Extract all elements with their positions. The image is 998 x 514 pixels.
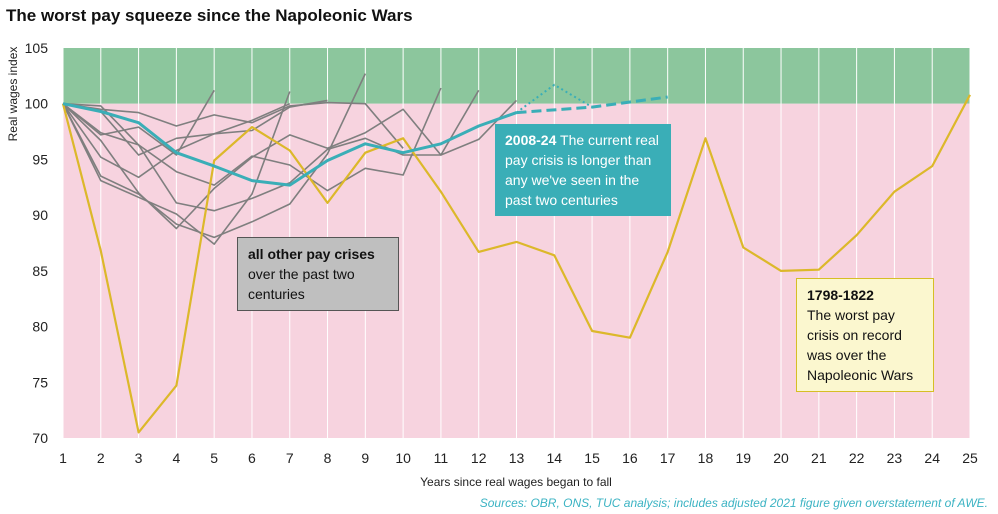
- series-line-current-alternative: [515, 83, 593, 114]
- x-tick-label: 2: [97, 450, 105, 466]
- x-tick-label: 9: [361, 450, 369, 466]
- annotation-napoleonic: 1798-1822 The worst pay crisis on record…: [796, 278, 934, 392]
- x-tick-label: 25: [962, 450, 978, 466]
- y-tick-labels: 70 75 80 85 90 95 100 105: [25, 40, 49, 446]
- y-tick-label: 90: [32, 207, 48, 223]
- annotation-current-text: The current real pay crisis is longer th…: [505, 132, 659, 208]
- series-line-other-crisis: [62, 89, 480, 230]
- x-tick-label: 22: [849, 450, 865, 466]
- series-line-other-crisis: [62, 99, 518, 212]
- annotation-current-title: 2008-24: [505, 132, 557, 148]
- x-tick-label: 10: [395, 450, 411, 466]
- x-tick-label: 23: [887, 450, 903, 466]
- x-tick-label: 5: [210, 450, 218, 466]
- x-tick-label: 17: [660, 450, 676, 466]
- x-tick-label: 24: [924, 450, 940, 466]
- x-tick-label: 16: [622, 450, 638, 466]
- series-line-other-crisis: [62, 99, 328, 179]
- y-tick-label: 70: [32, 430, 48, 446]
- annotation-other-crises: all other pay crises over the past two c…: [237, 237, 399, 311]
- series-line-other-crisis: [62, 73, 367, 239]
- series-line-other-crisis: [62, 87, 442, 192]
- y-tick-label: 105: [25, 40, 49, 56]
- x-tick-label: 8: [324, 450, 332, 466]
- x-tick-label: 4: [172, 450, 180, 466]
- y-tick-label: 100: [25, 96, 49, 112]
- x-tick-label: 12: [471, 450, 487, 466]
- x-tick-labels: 1 2 3 4 5 6 7 8 9 10 11 12 13 14 15 16 17 18 19 20 21 22 23 24 2…: [59, 450, 978, 466]
- y-tick-label: 80: [32, 319, 48, 335]
- x-tick-label: 21: [811, 450, 827, 466]
- series-line-current-crisis: [62, 102, 518, 187]
- x-tick-label: 3: [135, 450, 143, 466]
- series-line-napoleonic: [61, 94, 971, 434]
- source-note: Sources: OBR, ONS, TUC analysis; include…: [479, 496, 988, 510]
- annotation-napoleonic-title: 1798-1822: [807, 287, 874, 303]
- series-line-other-crisis: [62, 89, 215, 156]
- series-line-other-crisis: [62, 91, 291, 245]
- x-tick-label: 1: [59, 450, 67, 466]
- series-layer: [61, 73, 971, 434]
- x-tick-label: 15: [584, 450, 600, 466]
- annotation-napoleonic-text: The worst pay crisis on record was over …: [807, 307, 914, 383]
- annotation-current-crisis: 2008-24 The current real pay crisis is l…: [495, 124, 671, 216]
- x-tick-label: 7: [286, 450, 294, 466]
- x-tick-label: 20: [773, 450, 789, 466]
- x-tick-label: 13: [509, 450, 525, 466]
- chart-title: The worst pay squeeze since the Napoleon…: [6, 6, 413, 25]
- x-tick-label: 6: [248, 450, 256, 466]
- annotation-other-title: all other pay crises: [248, 246, 375, 262]
- series-line-other-crisis: [62, 101, 404, 149]
- x-tick-label: 19: [735, 450, 751, 466]
- y-tick-label: 85: [32, 263, 48, 279]
- annotation-other-text: over the past two centuries: [248, 266, 355, 302]
- x-tick-label: 14: [547, 450, 563, 466]
- x-tick-label: 11: [434, 450, 449, 466]
- x-tick-label: 18: [698, 450, 714, 466]
- y-tick-label: 95: [32, 151, 48, 167]
- y-axis-label: Real wages index: [6, 47, 20, 142]
- x-axis-label: Years since real wages began to fall: [420, 475, 612, 489]
- y-tick-label: 75: [32, 374, 48, 390]
